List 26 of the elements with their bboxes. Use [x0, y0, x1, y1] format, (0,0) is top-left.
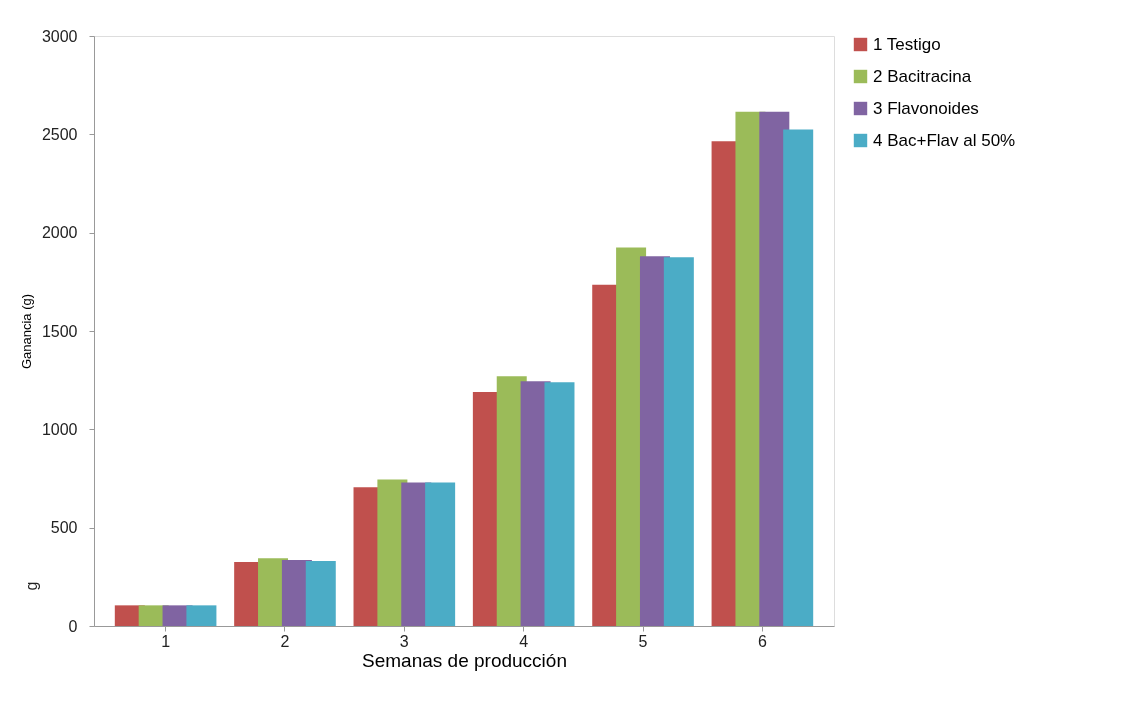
- y-tick-label: 0: [68, 617, 78, 635]
- x-axis-title: Semanas de producción: [362, 649, 567, 671]
- bar: [783, 129, 814, 626]
- legend-label: 2 Bacitracina: [873, 66, 972, 86]
- bar: [305, 561, 336, 626]
- x-tick-label: 5: [638, 632, 648, 650]
- y-tick-label: 500: [50, 519, 78, 537]
- legend-label: 1 Testigo: [873, 34, 941, 54]
- y-tick-label: 1500: [41, 322, 78, 340]
- y-tick-label: 2500: [41, 125, 78, 143]
- bar: [663, 257, 694, 626]
- y-tick-label: 1000: [41, 420, 78, 438]
- bar: [425, 482, 456, 626]
- legend-label: 4 Bac+Flav al 50%: [873, 130, 1016, 150]
- x-tick-label: 3: [399, 632, 409, 650]
- bar: [186, 605, 217, 626]
- x-tick-label: 1: [161, 632, 171, 650]
- x-tick-label: 2: [280, 632, 290, 650]
- x-tick-label: 6: [757, 632, 767, 650]
- legend-label: 3 Flavonoides: [873, 98, 979, 118]
- y-axis-title: Ganancia (g): [18, 293, 34, 370]
- bar: [544, 382, 575, 626]
- y-tick-label: 2000: [41, 224, 78, 242]
- text: g: [23, 581, 40, 591]
- x-tick-label: 4: [519, 632, 529, 650]
- y-tick-label: 3000: [41, 27, 78, 45]
